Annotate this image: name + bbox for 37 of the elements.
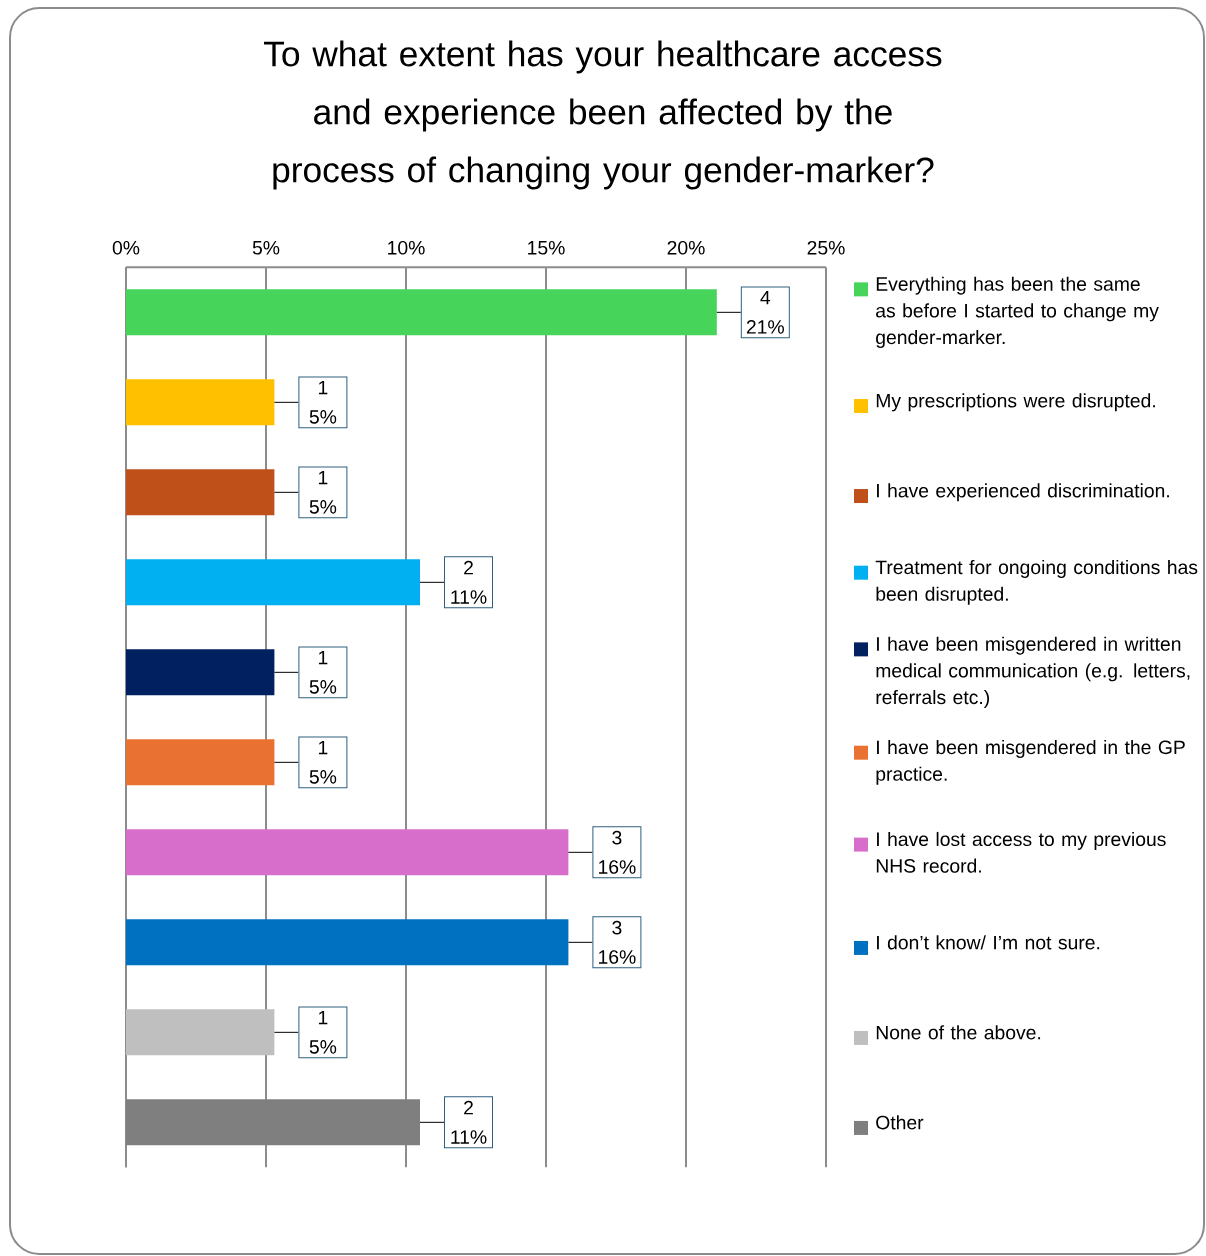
data-label: 4 21% xyxy=(746,290,784,334)
bar xyxy=(126,739,275,786)
y-tick-label: Treatment for ongoing conditions has been disrupted. xyxy=(875,559,1198,605)
data-label: 3 16% xyxy=(599,830,636,874)
y-tick-label: None of the above. xyxy=(876,1025,1041,1040)
data-label: 1 5% xyxy=(309,650,337,694)
bar xyxy=(126,469,275,516)
y-tick-label: I don’t know/ I’m not sure. xyxy=(877,935,1100,950)
y-tick-label: I have experienced discrimination. xyxy=(877,483,1169,502)
data-label: 2 11% xyxy=(451,1100,487,1144)
bar xyxy=(126,289,717,336)
y-tick-label: Other xyxy=(876,1115,924,1130)
x-tick-label: 15% xyxy=(528,241,565,255)
data-label: 1 5% xyxy=(309,740,337,784)
bar xyxy=(126,829,569,876)
x-tick-label: 10% xyxy=(388,240,425,255)
y-tick-label: I have lost access to my previous NHS record. xyxy=(876,831,1166,873)
y-tick-label: I have been misgendered in the GP practice. xyxy=(876,739,1185,785)
y-tick-label: I have been misgendered in written medical communication (e.g. letters, referrals etc.) xyxy=(876,636,1190,709)
bar xyxy=(126,1099,420,1146)
bar xyxy=(126,559,420,606)
data-label: 3 16% xyxy=(599,920,636,964)
x-tick-label: 0% xyxy=(112,240,140,255)
x-tick-label: 25% xyxy=(807,240,845,255)
bar xyxy=(126,649,275,696)
data-label: 1 5% xyxy=(309,1010,337,1054)
bar xyxy=(126,1009,275,1056)
y-tick-label: My prescriptions were disrupted. xyxy=(876,393,1155,412)
x-tick-label: 5% xyxy=(252,241,280,255)
bar xyxy=(126,919,569,966)
data-label: 1 5% xyxy=(309,380,337,424)
x-tick-label: 20% xyxy=(667,240,705,255)
data-label: 2 11% xyxy=(451,560,487,604)
bar xyxy=(126,379,275,426)
y-tick-label: Everything has been the same as before I started to change my gender-marker. xyxy=(876,276,1159,348)
data-label: 1 5% xyxy=(309,470,337,514)
chart-title: To what extent has your healthcare access and experience been affected by the process of changing your gender-marker? xyxy=(264,40,942,190)
